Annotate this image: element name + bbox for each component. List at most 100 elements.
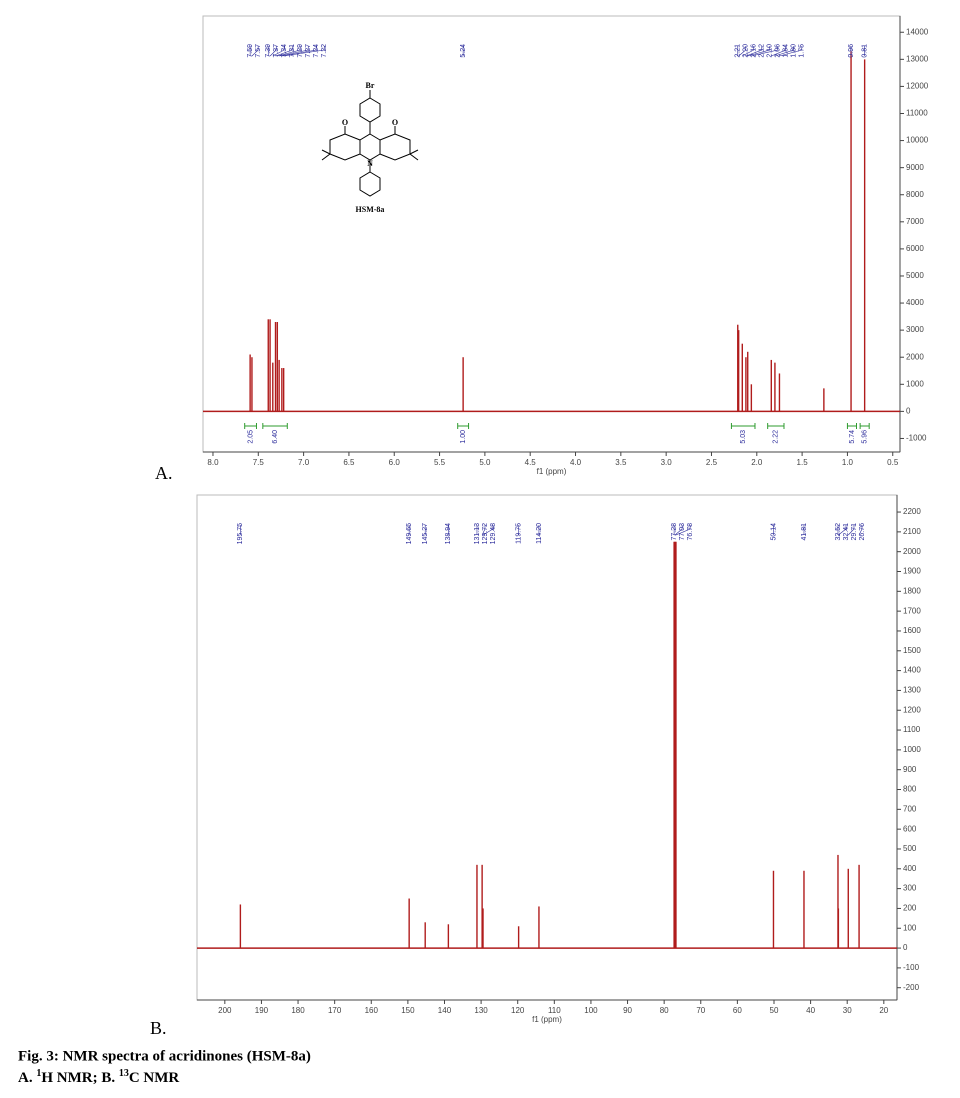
peak-label: 0.81: [861, 44, 868, 58]
x-tick-label: 150: [401, 1006, 415, 1015]
y-tick-label: 12000: [906, 82, 929, 91]
peak-label: 41.81: [801, 523, 808, 541]
y-tick-label: 5000: [906, 271, 924, 280]
y-tick-label: 400: [903, 864, 917, 873]
peak-label: 7.24: [313, 44, 320, 58]
x-tick-label: 50: [770, 1006, 779, 1015]
peak-label: 0.96: [848, 44, 855, 58]
integral-label: 5.96: [861, 430, 868, 444]
y-tick-label: 1800: [903, 586, 921, 595]
y-tick-label: 13000: [906, 54, 929, 63]
compound-name: HSM-8a: [356, 205, 385, 214]
x-tick-label: 60: [733, 1006, 742, 1015]
integral-label: 1.00: [460, 430, 467, 444]
peak-label: 7.34: [281, 44, 288, 58]
peak-leader: [858, 525, 863, 536]
plot-frame: [202, 15, 901, 453]
x-tick-label: 4.5: [525, 458, 537, 467]
y-tick-label: 10000: [906, 136, 929, 145]
peak-label: 32.52: [835, 523, 842, 541]
y-tick-label: 1500: [903, 646, 921, 655]
x-tick-label: 110: [548, 1006, 561, 1015]
x-tick-label: 0.5: [887, 458, 899, 467]
peak-label: 7.22: [321, 44, 328, 58]
x-tick-label: 160: [365, 1006, 379, 1015]
x-tick-label: 3.5: [615, 458, 627, 467]
x-tick-label: 5.0: [479, 458, 491, 467]
y-tick-label: 1900: [903, 567, 921, 576]
peak-leader: [751, 46, 779, 57]
y-tick-label: 1000: [903, 745, 921, 754]
y-tick-label: 100: [903, 923, 917, 932]
x-tick-label: 40: [806, 1006, 815, 1015]
peak-leader: [481, 525, 486, 536]
peak-leader: [747, 46, 771, 57]
x-tick-label: 4.0: [570, 458, 582, 467]
peak-label: 76.78: [687, 523, 694, 541]
y-tick-label: 2100: [903, 527, 921, 536]
integral-label: 2.05: [247, 430, 254, 444]
x-tick-label: 170: [328, 1006, 342, 1015]
x-tick-label: 90: [623, 1006, 632, 1015]
x-tick-label: 20: [879, 1006, 888, 1015]
y-tick-label: 500: [903, 844, 917, 853]
y-tick-label: -1000: [906, 434, 927, 443]
x-tick-label: 140: [438, 1006, 452, 1015]
y-tick-label: 14000: [906, 27, 929, 36]
peak-label: 145.27: [422, 523, 429, 545]
peak-label: 2.21: [735, 44, 742, 58]
structure: [321, 90, 419, 197]
peak-leader: [745, 46, 763, 57]
peak-leader: [738, 46, 747, 57]
y-tick-label: 700: [903, 804, 917, 813]
atom-label: O: [392, 118, 398, 127]
x-tick-label: 2.5: [706, 458, 718, 467]
peak-label: 1.80: [791, 44, 798, 58]
y-tick-label: 600: [903, 824, 917, 833]
x-tick-label: 130: [474, 1006, 488, 1015]
y-tick-label: 2000: [906, 352, 924, 361]
x-tick-label: 8.0: [207, 458, 219, 467]
integral-label: 2.22: [773, 430, 780, 444]
peak-leader: [279, 46, 309, 57]
atom-label: Br: [366, 81, 375, 90]
peak-label: 7.39: [265, 44, 272, 58]
x-tick-label: 3.0: [661, 458, 673, 467]
caption-part: H NMR; B.: [41, 1070, 119, 1086]
peak-label: 119.75: [515, 523, 522, 544]
peak-label: 32.41: [843, 523, 850, 541]
x-tick-label: 70: [696, 1006, 705, 1015]
peak-label: 7.57: [255, 44, 262, 58]
peak-leader: [838, 525, 847, 536]
y-tick-label: 1000: [906, 379, 924, 388]
y-tick-label: 900: [903, 765, 917, 774]
peak-label: 29.71: [851, 523, 858, 541]
peak-label: 131.13: [474, 523, 481, 545]
peak-label: 26.76: [859, 523, 866, 541]
y-tick-label: 1600: [903, 626, 921, 635]
peak-label: 7.27: [305, 44, 312, 58]
panel-label: A.: [155, 463, 173, 483]
y-tick-label: 0: [906, 406, 911, 415]
caption: Fig. 3: NMR spectra of acridinones (HSM-…: [18, 1048, 311, 1064]
peak-label: 7.37: [273, 44, 280, 58]
y-tick-label: 2000: [903, 547, 921, 556]
peak-label: 7.31: [289, 44, 296, 58]
peak-leader: [848, 525, 855, 536]
y-tick-label: 4000: [906, 298, 924, 307]
peak-leader: [675, 525, 691, 536]
peak-leader: [779, 46, 803, 57]
y-tick-label: 2200: [903, 507, 921, 516]
peak-label: 1.75: [799, 44, 806, 58]
x-tick-label: 7.0: [298, 458, 310, 467]
x-tick-label: 1.5: [797, 458, 809, 467]
integral-label: 5.03: [740, 430, 747, 444]
peak-leader: [251, 46, 259, 57]
peak-label: 7.29: [297, 44, 304, 58]
peak-label: 2.20: [743, 44, 750, 58]
peak-label: 77.03: [679, 523, 686, 541]
peak-leader: [742, 46, 755, 57]
peak-leader: [674, 525, 683, 536]
x-tick-label: 180: [291, 1006, 305, 1015]
